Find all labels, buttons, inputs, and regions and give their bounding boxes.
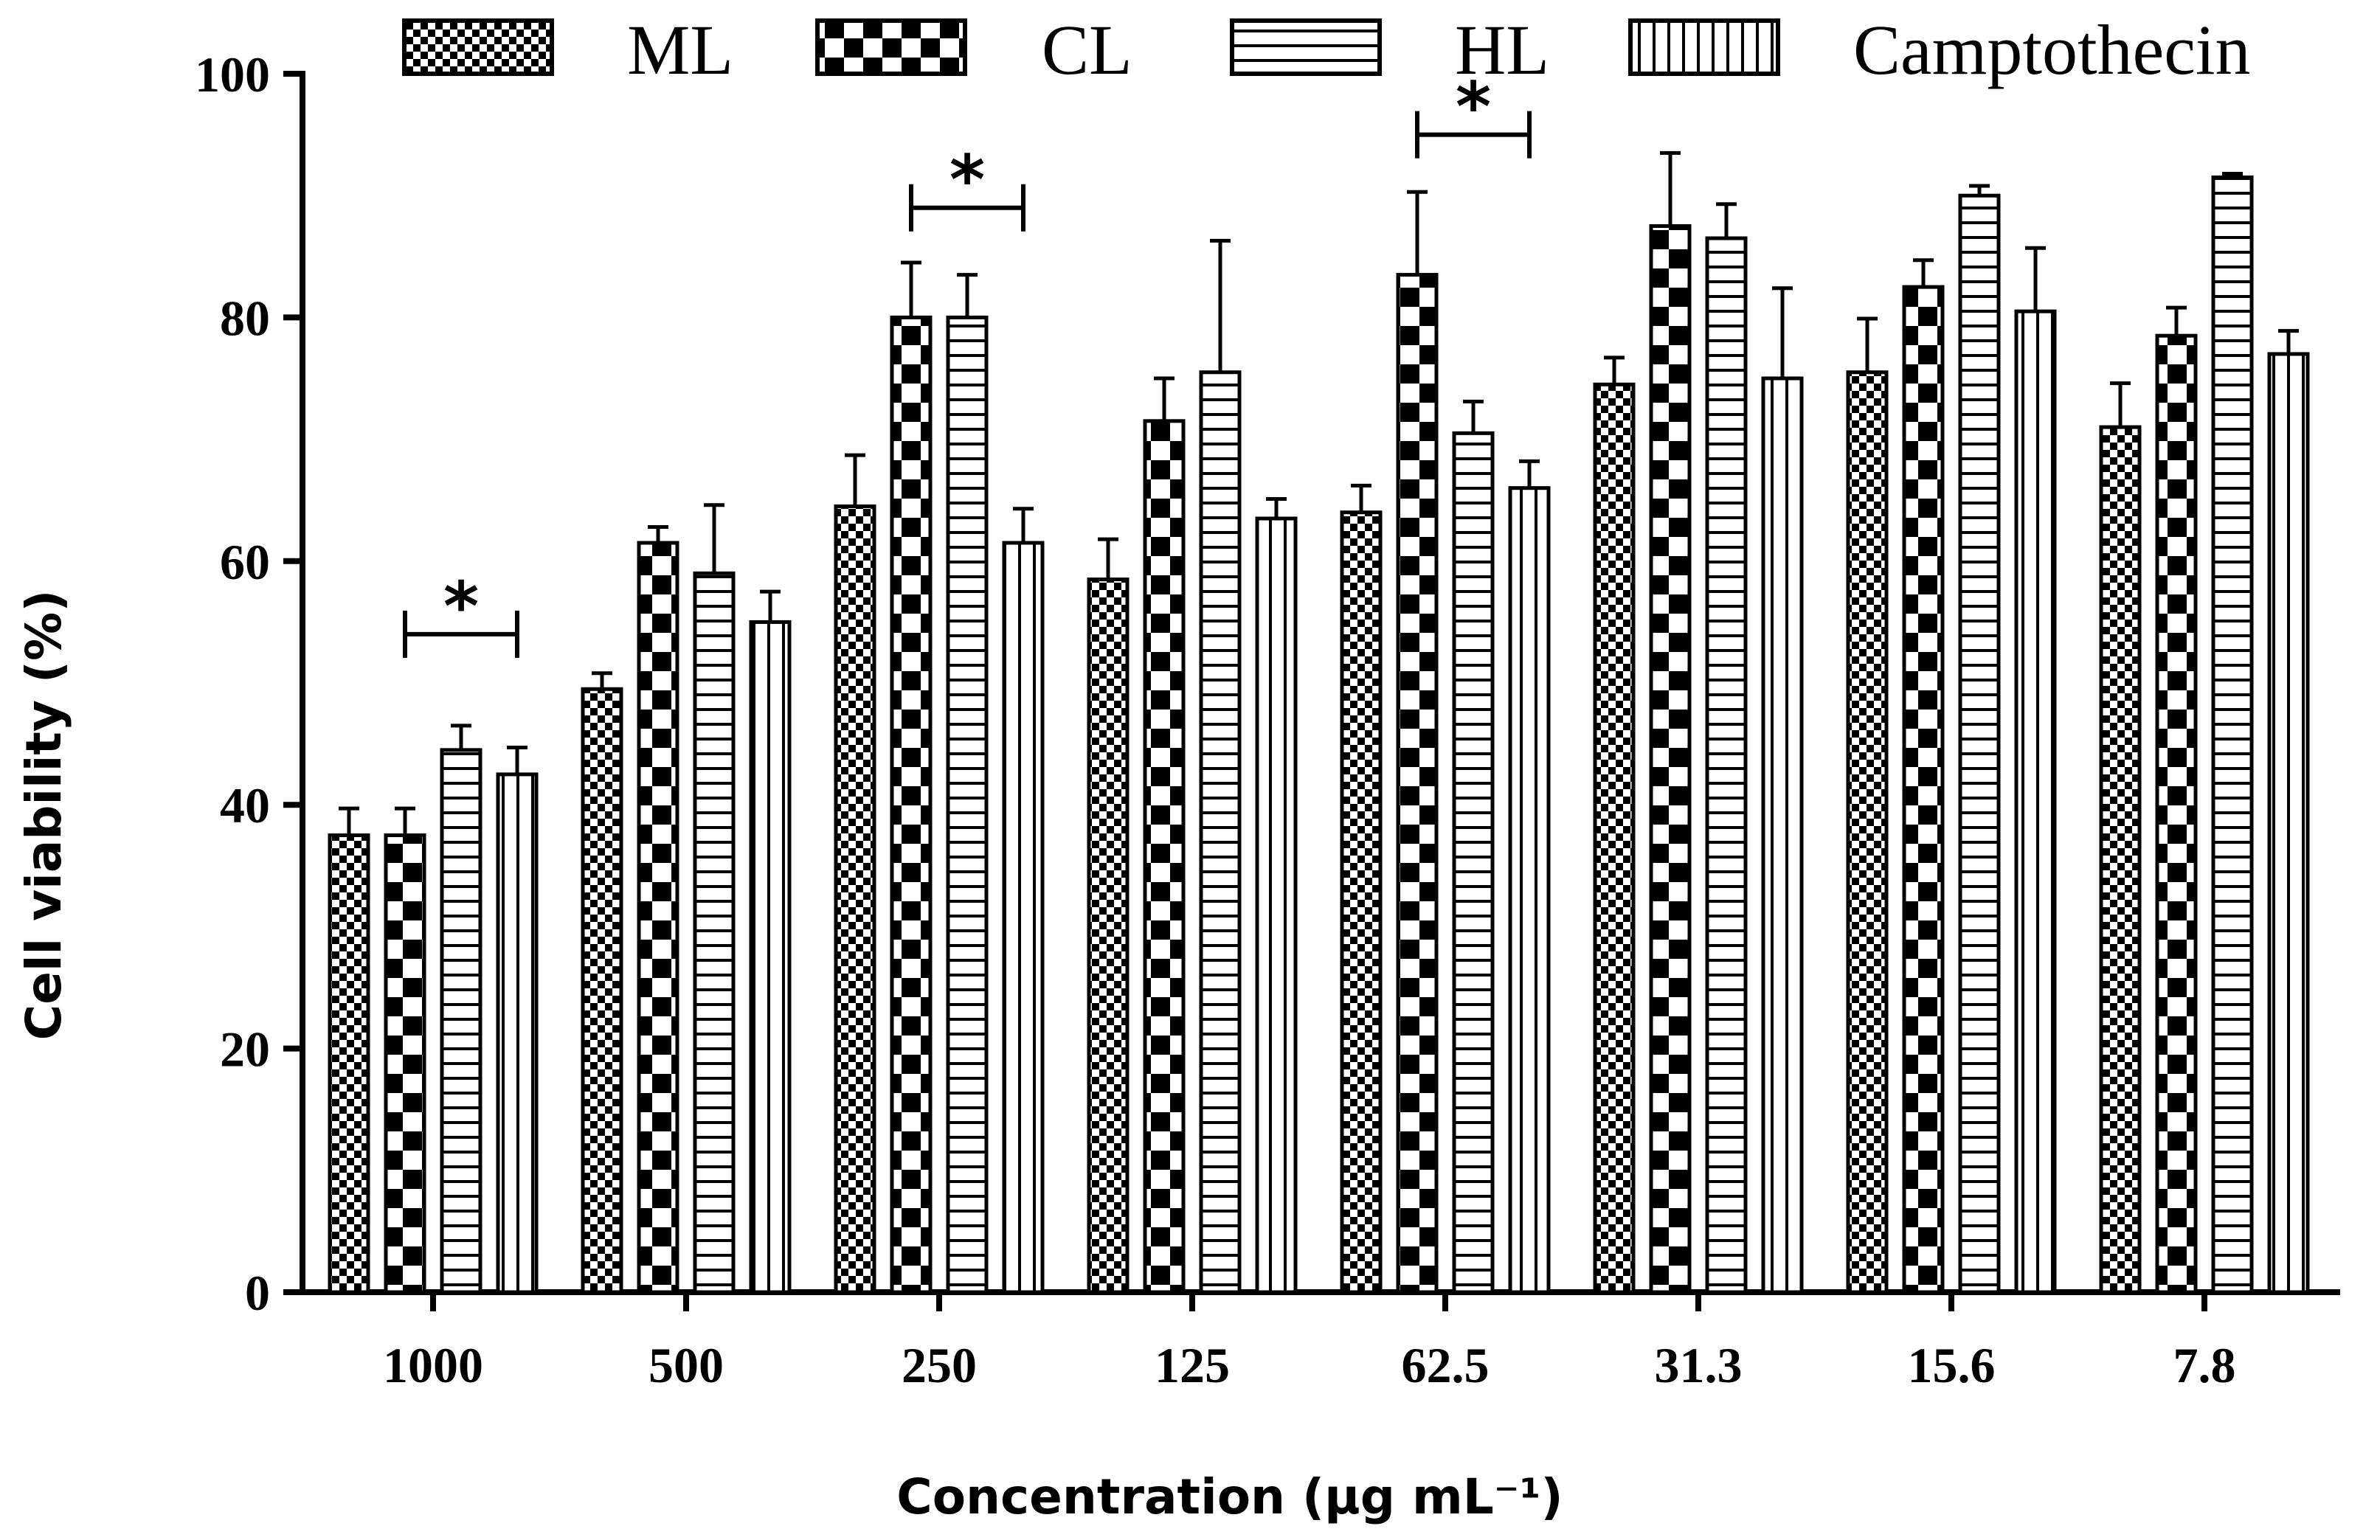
y-axis-title: Cell viability (%) — [15, 590, 72, 1041]
bar-camptothecin — [1002, 541, 1045, 1294]
bar-hl — [440, 748, 482, 1294]
bar-ml — [581, 687, 623, 1294]
x-tick-label: 15.6 — [1908, 1337, 1996, 1393]
bar-camptothecin — [1761, 376, 1804, 1294]
legend-label: CL — [1042, 10, 1132, 89]
bar-cl — [384, 833, 426, 1294]
bar-camptothecin — [749, 620, 792, 1294]
y-tick-label: 40 — [220, 777, 270, 833]
bar-cl — [2155, 333, 2198, 1294]
legend-item: CL — [815, 10, 1132, 89]
bar-ml — [1846, 370, 1889, 1294]
bar-ml — [2099, 425, 2142, 1294]
bar-camptothecin — [2014, 309, 2057, 1294]
bar-ml — [834, 504, 876, 1294]
legend-label: Camptothecin — [1853, 10, 2251, 89]
significance-star: * — [443, 567, 479, 646]
bar-hl — [1705, 236, 1748, 1294]
x-tick-label: 500 — [648, 1337, 724, 1393]
bar-hl — [1958, 193, 2001, 1294]
x-axis-title: Concentration (μg mL⁻¹) — [896, 1468, 1563, 1525]
bar-cl — [1649, 224, 1692, 1294]
bar-camptothecin — [2267, 352, 2310, 1294]
legend-item: Camptothecin — [1628, 10, 2251, 89]
y-tick-label: 20 — [220, 1022, 270, 1078]
x-tick-label: 250 — [902, 1337, 977, 1393]
significance-star: * — [949, 141, 985, 220]
bar-ml — [1340, 510, 1383, 1294]
x-tick-label: 62.5 — [1402, 1337, 1490, 1393]
bar-cl — [1396, 273, 1439, 1294]
legend-item: ML — [402, 10, 733, 89]
legend-label: HL — [1455, 10, 1549, 89]
bar-hl — [946, 315, 989, 1294]
bar-cl — [890, 315, 933, 1294]
y-tick-label: 0 — [245, 1265, 270, 1321]
bar-ml — [1593, 382, 1636, 1294]
significance-star: * — [1456, 68, 1491, 147]
bar-ml — [1087, 578, 1130, 1294]
plot-area: 0 20 40 60 80 100 1000 500 250 125 62.5 31.3 15.6 7.8… — [195, 46, 2340, 1393]
bar-cl — [1902, 285, 1945, 1294]
y-tick-label: 60 — [220, 534, 270, 590]
bar-cl — [1143, 419, 1186, 1294]
legend-swatch — [1628, 18, 1780, 76]
bar-ml — [328, 833, 370, 1294]
bar-cl — [637, 541, 679, 1294]
legend-swatch — [815, 18, 967, 76]
x-tick-label: 31.3 — [1655, 1337, 1743, 1393]
bar-hl — [1452, 431, 1495, 1294]
x-tick-label: 7.8 — [2173, 1337, 2236, 1393]
y-tick-label: 100 — [195, 46, 270, 103]
bar-hl — [1199, 370, 1242, 1294]
legend-item: HL — [1230, 10, 1549, 89]
x-tick-label: 1000 — [383, 1337, 483, 1393]
bar-camptothecin — [496, 772, 539, 1294]
legend-swatch — [402, 18, 554, 76]
y-tick-label: 80 — [220, 290, 270, 346]
bar-camptothecin — [1255, 516, 1298, 1294]
bar-hl — [2211, 175, 2254, 1294]
legend-swatch — [1230, 18, 1382, 76]
bar-hl — [693, 571, 736, 1294]
legend-label: ML — [627, 10, 733, 89]
bar-camptothecin — [1508, 486, 1551, 1294]
x-tick-label: 125 — [1155, 1337, 1230, 1393]
legend: ML CL HL Camptothecin — [402, 10, 2251, 89]
